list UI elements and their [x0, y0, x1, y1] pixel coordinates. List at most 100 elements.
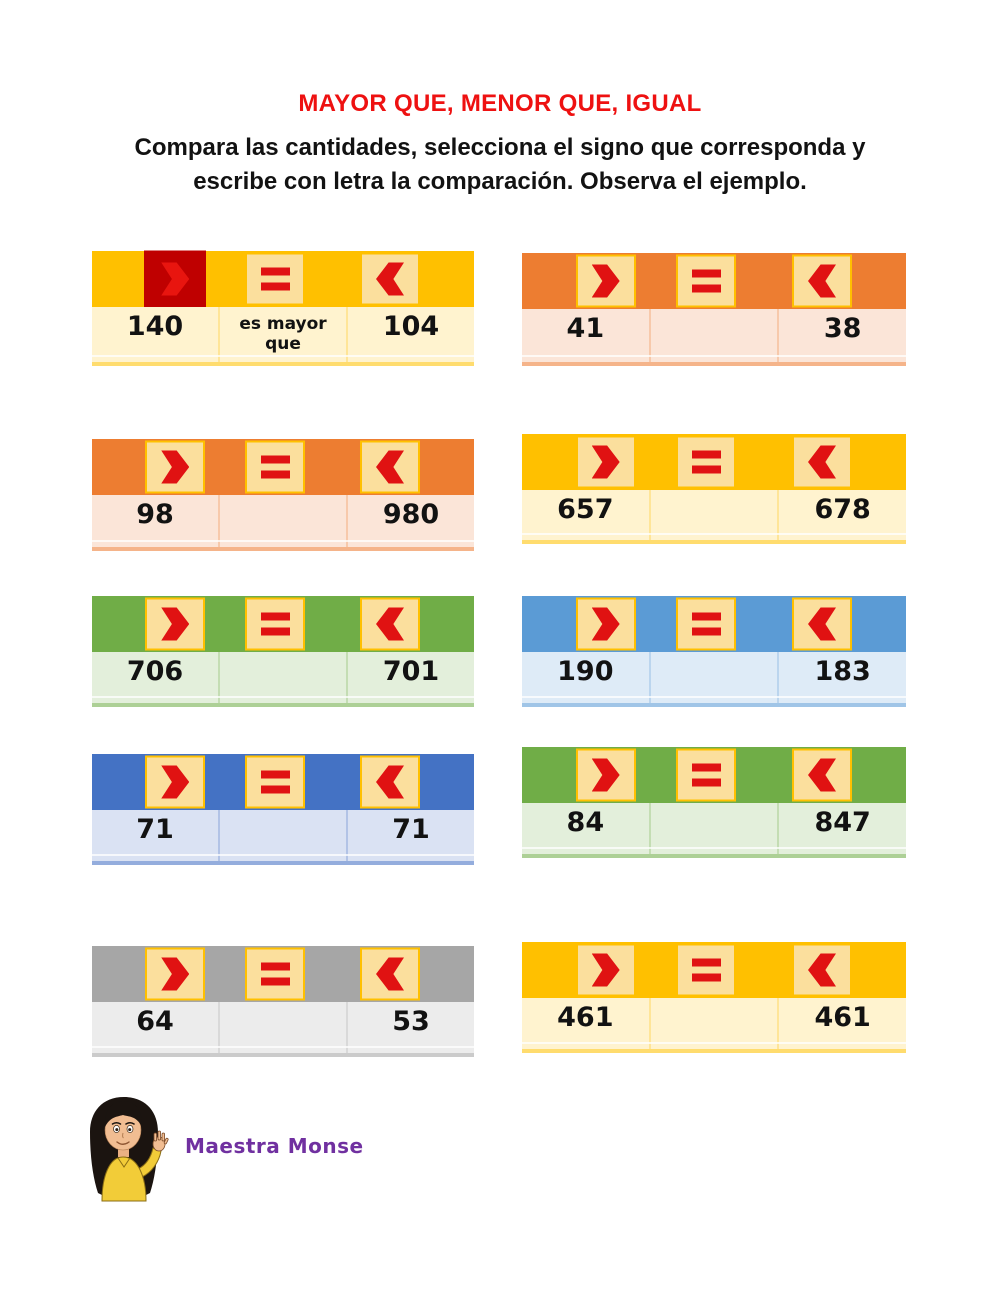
left-number: 140	[126, 311, 184, 342]
right-number: 461	[777, 998, 906, 1049]
less-than-button[interactable]: <	[791, 254, 852, 308]
greater-than-button[interactable]: >	[145, 755, 206, 809]
greater-than-button[interactable]: >	[145, 947, 206, 1001]
page-title: MAYOR QUE, MENOR QUE, IGUAL	[298, 90, 702, 117]
equals-icon	[260, 962, 290, 986]
equals-button[interactable]: =	[245, 440, 306, 494]
comparison-block: > = < 706 701	[92, 596, 474, 707]
sign-bar: > = <	[92, 250, 474, 308]
instructions: Compara las cantidades, selecciona el si…	[0, 131, 1000, 199]
answer-cell[interactable]	[648, 490, 778, 540]
teacher-avatar	[90, 1097, 169, 1202]
equals-button[interactable]: =	[676, 748, 737, 802]
greater-than-button[interactable]: >	[575, 943, 636, 997]
equals-button[interactable]: =	[676, 943, 737, 997]
sign-bar: > = <	[522, 434, 906, 490]
comparison-row: 84 847	[522, 803, 906, 858]
less-than-icon	[808, 759, 836, 792]
answer-cell[interactable]	[218, 495, 346, 547]
sign-bar: > = <	[92, 439, 474, 495]
greater-than-icon	[591, 758, 620, 792]
greater-than-icon	[591, 953, 620, 987]
less-than-button[interactable]: <	[359, 755, 420, 809]
sign-bar: > = <	[92, 754, 474, 810]
right-number: 53	[346, 1002, 474, 1053]
comparison-block: > = < 98 980	[92, 439, 474, 551]
greater-than-button[interactable]: >	[144, 250, 207, 308]
comparison-block: > = < 84 847	[522, 747, 906, 858]
comparison-row: 140 es mayor que 104	[92, 307, 474, 366]
greater-than-button[interactable]: >	[575, 254, 636, 308]
comparison-row: 41 38	[522, 309, 906, 366]
less-than-icon	[808, 446, 836, 479]
greater-than-icon	[591, 445, 620, 479]
greater-than-button[interactable]: >	[575, 435, 636, 489]
comparison-row: 71 71	[92, 810, 474, 865]
comparison-block: > = < 140 es mayor que 104	[92, 250, 474, 366]
greater-than-icon	[591, 264, 620, 298]
greater-than-button[interactable]: >	[575, 597, 636, 651]
less-than-button[interactable]: <	[359, 597, 420, 651]
greater-than-icon	[161, 765, 190, 799]
less-than-button[interactable]: <	[791, 943, 852, 997]
less-than-icon	[808, 954, 836, 987]
less-than-icon	[376, 451, 404, 484]
equals-button[interactable]: =	[245, 252, 306, 306]
less-than-button[interactable]: <	[359, 440, 420, 494]
equals-button[interactable]: =	[245, 597, 306, 651]
less-than-icon	[808, 265, 836, 298]
comparison-block: > = < 657 678	[522, 434, 906, 544]
right-number: 980	[346, 495, 474, 547]
equals-button[interactable]: =	[676, 597, 737, 651]
comparison-row: 98 980	[92, 495, 474, 551]
answer-cell[interactable]	[648, 803, 778, 854]
equals-icon	[691, 958, 721, 982]
instructions-line1: Compara las cantidades, selecciona el si…	[134, 134, 866, 161]
left-number: 461	[557, 1002, 614, 1033]
comparison-row: 461 461	[522, 998, 906, 1053]
greater-than-button[interactable]: >	[145, 597, 206, 651]
answer-cell[interactable]	[648, 309, 778, 362]
sign-bar: > = <	[92, 596, 474, 652]
less-than-button[interactable]: <	[791, 597, 852, 651]
greater-than-icon	[161, 957, 190, 991]
less-than-button[interactable]: <	[359, 252, 420, 306]
answer-cell[interactable]	[218, 652, 346, 703]
left-number: 98	[136, 499, 174, 530]
answer-cell[interactable]	[648, 998, 778, 1049]
sign-bar: > = <	[522, 596, 906, 652]
left-number: 706	[126, 656, 184, 687]
sign-bar: > = <	[92, 946, 474, 1002]
instructions-line2: escribe con letra la comparación. Observ…	[193, 168, 807, 195]
less-than-button[interactable]: <	[791, 748, 852, 802]
equals-button[interactable]: =	[676, 254, 737, 308]
greater-than-button[interactable]: >	[145, 440, 206, 494]
right-number: 701	[346, 652, 474, 703]
less-than-button[interactable]: <	[359, 947, 420, 1001]
greater-than-icon	[591, 607, 620, 641]
comparison-block: > = < 41 38	[522, 253, 906, 366]
equals-icon	[691, 763, 721, 787]
equals-icon	[260, 612, 290, 636]
equals-button[interactable]: =	[245, 947, 306, 1001]
equals-button[interactable]: =	[245, 755, 306, 809]
answer-cell[interactable]	[218, 1002, 346, 1053]
comparison-block: > = < 64 53	[92, 946, 474, 1057]
right-number: 38	[777, 309, 906, 362]
equals-icon	[260, 770, 290, 794]
comparison-row: 706 701	[92, 652, 474, 707]
equals-button[interactable]: =	[676, 435, 737, 489]
equals-icon	[260, 455, 290, 479]
answer-cell[interactable]: es mayor que	[218, 307, 346, 362]
answer-cell[interactable]	[218, 810, 346, 861]
comparison-row: 190 183	[522, 652, 906, 707]
right-number: 678	[777, 490, 906, 540]
less-than-icon	[376, 263, 404, 296]
comparison-block: > = < 71 71	[92, 754, 474, 865]
greater-than-button[interactable]: >	[575, 748, 636, 802]
less-than-button[interactable]: <	[791, 435, 852, 489]
sign-bar: > = <	[522, 747, 906, 803]
comparison-row: 64 53	[92, 1002, 474, 1057]
answer-cell[interactable]	[648, 652, 778, 703]
